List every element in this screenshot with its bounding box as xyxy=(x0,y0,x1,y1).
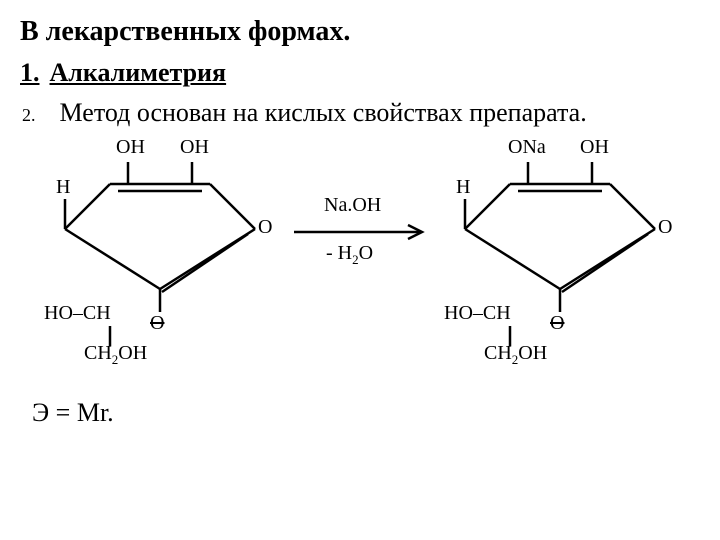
label-ho-ch: HO–CH xyxy=(44,302,111,325)
label-o-ring: O xyxy=(150,312,164,335)
label-o: O xyxy=(258,216,272,239)
section-1: 1. Алкалиметрия xyxy=(20,58,700,88)
label-h: H xyxy=(456,176,470,199)
section-1-heading: Алкалиметрия xyxy=(50,58,227,88)
arrow-svg xyxy=(292,222,432,242)
label-o-ring: O xyxy=(550,312,564,335)
reactant-molecule: OH OH H O HO–CH O CH2OH xyxy=(50,134,270,369)
page-title: В лекарственных формах. xyxy=(20,16,700,48)
label-ch2oh: CH2OH xyxy=(84,342,147,368)
label-oh: OH xyxy=(180,136,209,159)
label-oh: OH xyxy=(116,136,145,159)
equivalent-equation: Э = Mr. xyxy=(32,398,700,428)
label-ho-ch: HO–CH xyxy=(444,302,511,325)
label-oh: OH xyxy=(580,136,609,159)
label-ona: ONa xyxy=(508,136,546,159)
reagent-naoh: Na.OH xyxy=(324,194,381,217)
section-2-number: 2. xyxy=(22,105,36,126)
reaction-scheme: OH OH H O HO–CH O CH2OH Na.OH - H2O xyxy=(20,134,700,374)
section-2: 2. Метод основан на кислых свойствах пре… xyxy=(20,98,700,128)
byproduct-h2o: - H2O xyxy=(326,242,373,268)
label-ch2oh: CH2OH xyxy=(484,342,547,368)
product-molecule: ONa OH H O HO–CH O CH2OH xyxy=(450,134,670,369)
label-h: H xyxy=(56,176,70,199)
section-2-text: Метод основан на кислых свойствах препар… xyxy=(60,98,587,128)
label-o: O xyxy=(658,216,672,239)
section-1-number: 1. xyxy=(20,58,40,88)
